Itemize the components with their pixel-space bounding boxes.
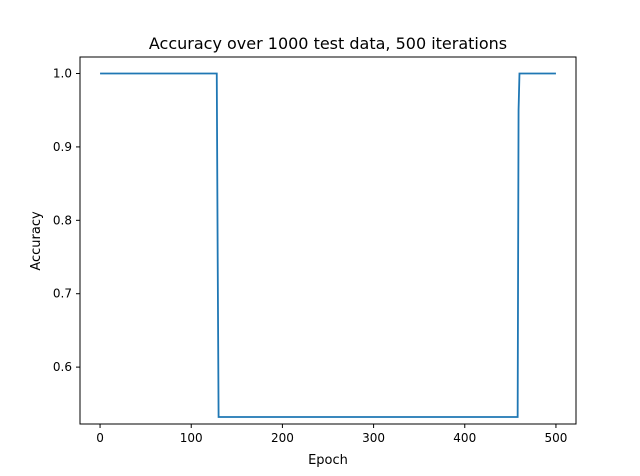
y-tick-label: 0.9 bbox=[53, 140, 72, 154]
x-tick-label: 0 bbox=[96, 431, 104, 445]
x-tick-label: 500 bbox=[544, 431, 567, 445]
axes-frame bbox=[79, 56, 577, 425]
x-tick-label: 100 bbox=[180, 431, 203, 445]
series-line-1 bbox=[100, 72, 556, 418]
x-tick-label: 200 bbox=[271, 431, 294, 445]
chart-title: Accuracy over 1000 test data, 500 iterat… bbox=[149, 34, 507, 53]
y-tick-label: 0.7 bbox=[53, 287, 72, 301]
y-tick-label: 0.6 bbox=[53, 360, 72, 374]
x-tick-label: 400 bbox=[453, 431, 476, 445]
y-tick-label: 1.0 bbox=[53, 67, 72, 81]
y-axis-label: Accuracy bbox=[29, 211, 44, 271]
y-tick-label: 0.8 bbox=[53, 213, 72, 227]
plot-area: 0 100 200 300 400 500 0.6 0.7 0.8 0.9 1.0 bbox=[53, 56, 577, 445]
x-tick-label: 300 bbox=[362, 431, 385, 445]
x-axis-label: Epoch bbox=[308, 453, 348, 468]
